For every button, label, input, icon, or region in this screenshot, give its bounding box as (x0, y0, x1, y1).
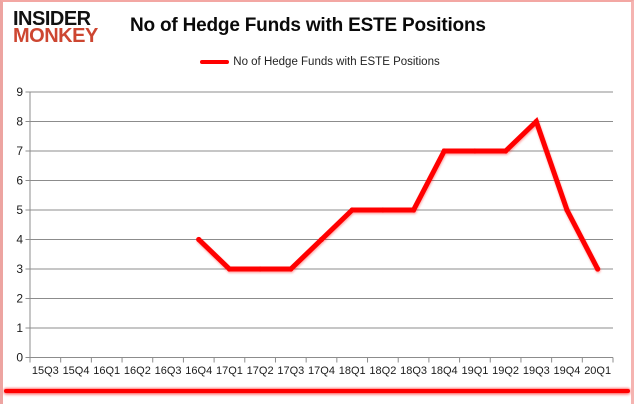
y-axis-label: 1 (16, 321, 23, 335)
legend: No of Hedge Funds with ESTE Positions (3, 56, 631, 68)
x-axis-label: 16Q2 (124, 365, 151, 377)
x-axis-label: 20Q1 (584, 365, 611, 377)
data-point-marker (318, 236, 325, 243)
x-axis-label: 19Q4 (554, 365, 581, 377)
y-axis-label: 3 (16, 262, 23, 276)
x-axis-label: 17Q3 (277, 365, 304, 377)
y-axis-label: 0 (16, 351, 23, 365)
x-axis-label: 18Q4 (431, 365, 458, 377)
x-axis-label: 17Q2 (247, 365, 274, 377)
x-axis-label: 18Q3 (400, 365, 427, 377)
chart-title: No of Hedge Funds with ESTE Positions (130, 15, 486, 36)
data-point-marker (288, 266, 294, 272)
data-point-marker (472, 148, 478, 154)
insider-monkey-logo: INSIDER MONKEY (13, 8, 98, 47)
x-axis-label: 18Q1 (339, 365, 366, 377)
y-axis-label: 8 (16, 115, 23, 129)
data-point-marker (196, 236, 202, 243)
x-axis-label: 16Q4 (185, 365, 212, 377)
x-axis-label: 15Q3 (32, 365, 59, 377)
legend-label: No of Hedge Funds with ESTE Positions (233, 56, 440, 68)
y-axis-label: 9 (16, 85, 23, 99)
data-point-marker (349, 207, 355, 213)
data-point-marker (380, 207, 386, 213)
x-axis-label: 17Q4 (308, 365, 335, 377)
logo-monkey-text: MONKEY (13, 25, 98, 47)
data-point-marker (595, 266, 601, 272)
data-point-marker (533, 118, 539, 125)
y-axis-label: 4 (16, 233, 23, 247)
y-axis-label: 5 (16, 203, 23, 217)
x-axis-label: 17Q1 (216, 365, 243, 377)
data-point-marker (410, 207, 417, 213)
y-axis-label: 7 (16, 144, 23, 158)
y-axis-label: 6 (16, 174, 23, 188)
x-axis-label: 15Q4 (63, 365, 90, 377)
x-axis-label: 16Q1 (93, 365, 120, 377)
data-point-marker (503, 148, 509, 154)
x-axis-label: 19Q1 (461, 365, 488, 377)
x-axis-label: 19Q2 (492, 365, 519, 377)
x-axis-label: 16Q3 (155, 365, 182, 377)
logo-insider-text: INSIDER (13, 8, 91, 30)
x-axis-label: 19Q3 (523, 365, 550, 377)
data-point-marker (257, 266, 263, 272)
data-point-marker (441, 148, 447, 154)
legend-line-swatch (200, 60, 230, 64)
data-point-marker (226, 266, 233, 272)
series-line-este (196, 116, 601, 272)
data-point-marker (564, 207, 570, 213)
footer-red-rule (4, 389, 630, 393)
y-axis-label: 2 (16, 292, 23, 306)
x-axis-label: 18Q2 (369, 365, 396, 377)
